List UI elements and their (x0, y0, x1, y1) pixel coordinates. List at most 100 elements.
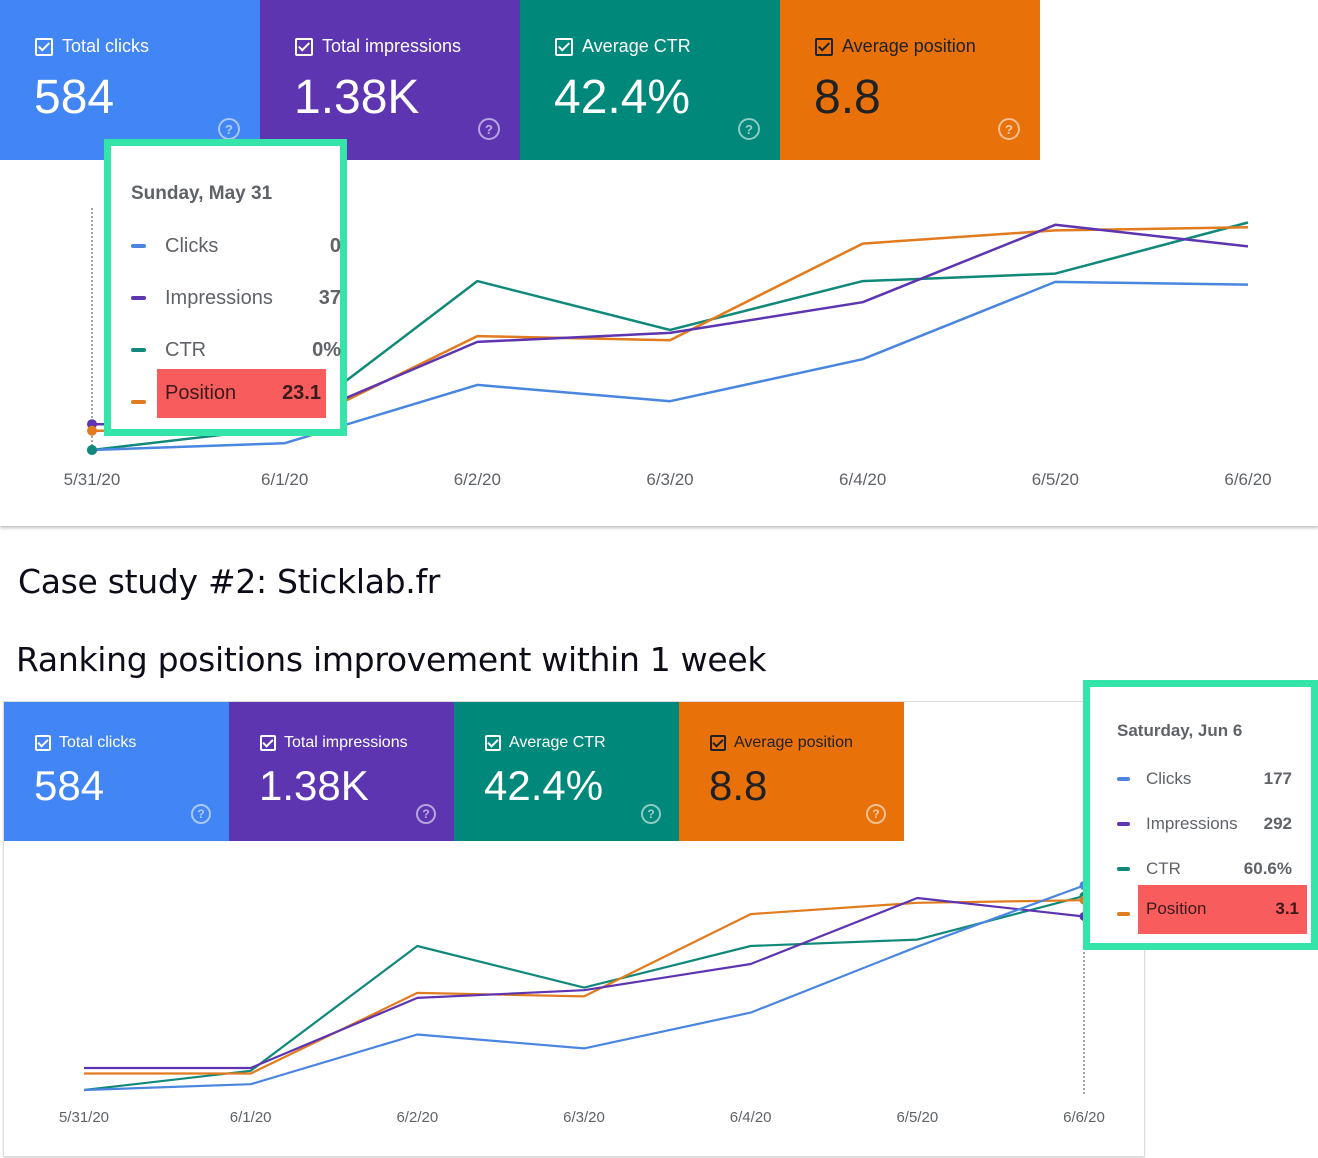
x-tick-label: 6/4/20 (730, 1109, 772, 1126)
total-impressions-card[interactable]: Total impressions 1.38K ? (229, 702, 454, 841)
tooltip-row-position (1117, 903, 1137, 925)
card-label: Average position (842, 36, 976, 56)
checkbox-icon[interactable] (295, 37, 313, 56)
x-tick-label: 6/2/20 (396, 1109, 438, 1126)
tooltip-label: CTR (1146, 859, 1181, 878)
tooltip-label: Clicks (1146, 769, 1192, 788)
series-line-clicks (91, 280, 1249, 452)
card-label: Total clicks (59, 734, 137, 751)
checkbox-icon[interactable] (815, 37, 833, 56)
chart-tooltip: Sunday, May 31 Clicks 0 Impressions 37 C… (104, 139, 347, 436)
help-icon[interactable]: ? (641, 804, 661, 824)
series-line-impressions (84, 896, 1085, 1070)
card-label: Total impressions (322, 36, 462, 56)
card-label: Average CTR (582, 36, 691, 56)
checkbox-icon[interactable] (35, 37, 53, 56)
tooltip-row-impressions: Impressions 292 (1117, 813, 1292, 835)
checkbox-icon[interactable] (35, 735, 51, 751)
tooltip-label: Impressions (1146, 814, 1238, 833)
tooltip-highlight-position: Position 23.1 (157, 369, 326, 418)
tooltip-value: 23.1 (282, 382, 321, 404)
checkbox-icon[interactable] (710, 735, 726, 751)
subtitle-heading: Ranking positions improvement within 1 w… (16, 640, 767, 679)
x-tick-label: 6/2/20 (454, 470, 501, 489)
total-clicks-card[interactable]: Total clicks 584 ? (0, 0, 260, 160)
average-position-card[interactable]: Average position 8.8 ? (780, 0, 1040, 160)
position-legend-swatch (131, 400, 146, 404)
card-label: Average position (734, 734, 853, 751)
x-tick-label: 6/1/20 (261, 470, 308, 489)
card-value: 42.4% (554, 71, 691, 124)
help-icon[interactable]: ? (191, 804, 211, 824)
tooltip-row-impressions: Impressions 37 (131, 286, 341, 310)
total-impressions-card[interactable]: Total impressions 1.38K ? (260, 0, 520, 160)
x-tick-label: 6/6/20 (1224, 470, 1271, 489)
x-tick-label: 6/3/20 (646, 470, 693, 489)
card-value: 42.4% (484, 762, 604, 809)
checkbox-icon[interactable] (555, 37, 573, 56)
tooltip-row-clicks: Clicks 0 (131, 234, 341, 258)
average-ctr-card[interactable]: Average CTR 42.4% ? (520, 0, 780, 160)
tooltip-value: 0% (312, 338, 341, 361)
x-tick-label: 6/3/20 (563, 1109, 605, 1126)
series-line-ctr (83, 895, 1085, 1092)
performance-panel-top: Total clicks 584 ? Total impressions 1.3… (0, 0, 1318, 526)
impressions-legend-swatch (1117, 822, 1130, 826)
tooltip-row-clicks: Clicks 177 (1117, 768, 1292, 790)
chart-tooltip: Saturday, Jun 6 Clicks 177 Impressions 2… (1083, 680, 1318, 950)
tooltip-label: Position (165, 382, 237, 404)
metric-cards: Total clicks 584 ? Total impressions 1.3… (0, 0, 1040, 160)
x-tick-label: 6/1/20 (230, 1109, 272, 1126)
total-clicks-card[interactable]: Total clicks 584 ? (4, 702, 229, 841)
tooltip-value: 60.6% (1243, 859, 1292, 878)
checkbox-icon[interactable] (260, 735, 276, 751)
data-point-ctr (87, 445, 97, 455)
impressions-legend-swatch (131, 296, 146, 300)
clicks-legend-swatch (1117, 777, 1130, 781)
tooltip-row-position (131, 390, 331, 414)
help-icon[interactable]: ? (866, 804, 886, 824)
tooltip-value: 3.1 (1275, 899, 1299, 918)
ctr-legend-swatch (131, 348, 146, 352)
tooltip-date: Sunday, May 31 (131, 183, 273, 204)
card-label: Total clicks (62, 36, 150, 56)
card-value: 8.8 (709, 762, 768, 809)
case-study-heading: Case study #2: Sticklab.fr (18, 562, 441, 601)
metric-cards: Total clicks 584 ? Total impressions 1.3… (4, 702, 904, 841)
tooltip-label: CTR (165, 338, 207, 361)
average-position-card[interactable]: Average position 8.8 ? (679, 702, 904, 841)
tooltip-value: 292 (1263, 814, 1292, 833)
x-tick-label: 6/6/20 (1063, 1109, 1105, 1126)
performance-chart-bottom[interactable]: 5/31/20 6/1/20 6/2/20 6/3/20 6/4/20 6/5/20 6/6… (4, 702, 1144, 1156)
help-icon[interactable]: ? (416, 804, 436, 824)
tooltip-row-ctr: CTR 60.6% (1117, 858, 1292, 880)
tooltip-value: 37 (318, 286, 341, 309)
card-label: Average CTR (509, 734, 606, 751)
performance-panel-bottom: Total clicks 584 ? Total impressions 1.3… (4, 702, 1144, 1156)
series-line-position (84, 899, 1085, 1075)
tooltip-label: Impressions (165, 286, 273, 309)
card-value: 584 (34, 71, 115, 124)
tooltip-row-ctr: CTR 0% (131, 338, 341, 362)
x-tick-label: 5/31/20 (64, 470, 121, 489)
tooltip-value: 177 (1263, 769, 1292, 788)
clicks-legend-swatch (131, 244, 146, 248)
help-icon[interactable]: ? (998, 118, 1020, 140)
card-value: 1.38K (259, 762, 369, 809)
series-line-clicks (83, 884, 1085, 1092)
card-value: 584 (34, 762, 105, 809)
tooltip-highlight-position: Position 3.1 (1138, 885, 1307, 934)
x-tick-label: 6/4/20 (839, 470, 886, 489)
tooltip-date: Saturday, Jun 6 (1117, 721, 1243, 740)
help-icon[interactable]: ? (738, 118, 760, 140)
x-tick-label: 6/5/20 (896, 1109, 938, 1126)
help-icon[interactable]: ? (478, 118, 500, 140)
tooltip-label: Clicks (165, 234, 219, 257)
average-ctr-card[interactable]: Average CTR 42.4% ? (454, 702, 679, 841)
ctr-legend-swatch (1117, 867, 1130, 871)
x-tick-label: 5/31/20 (59, 1109, 109, 1126)
checkbox-icon[interactable] (485, 735, 501, 751)
data-point-position (87, 425, 97, 436)
tooltip-value: 0 (329, 234, 341, 257)
position-legend-swatch (1117, 912, 1130, 916)
